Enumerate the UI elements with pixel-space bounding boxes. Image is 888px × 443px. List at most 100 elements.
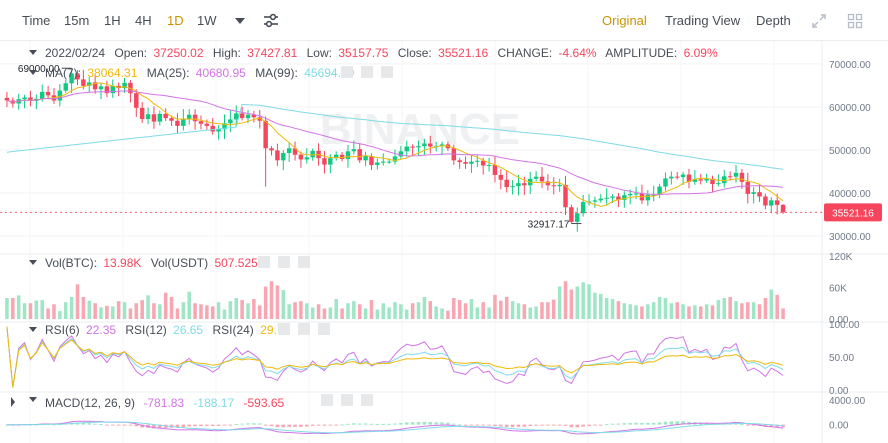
- macd-histogram-bar: [158, 424, 162, 429]
- volume-bar: [363, 308, 368, 319]
- high-value: 37427.81: [247, 46, 297, 60]
- macd-histogram-bar: [557, 424, 562, 426]
- volume-bar: [775, 294, 779, 319]
- hide-rsi-icon[interactable]: [278, 323, 290, 335]
- expand-left-icon[interactable]: [11, 397, 15, 407]
- collapse-rsi-icon[interactable]: [29, 327, 37, 332]
- macd-histogram-bar: [510, 424, 515, 428]
- volume-bar: [781, 308, 785, 319]
- remove-rsi-icon[interactable]: [318, 323, 330, 335]
- ma-settings-icon[interactable]: [361, 66, 373, 78]
- candle-body: [698, 179, 703, 181]
- volume-bar: [457, 300, 462, 319]
- macd-histogram-bar: [105, 424, 109, 426]
- volume-bar: [128, 308, 133, 319]
- volume-btc-value: 13.98K: [103, 256, 141, 270]
- candle-body: [245, 114, 251, 119]
- macd-histogram-bar: [440, 422, 444, 425]
- candle-body: [386, 161, 392, 163]
- volume-bar: [704, 304, 709, 319]
- macd-histogram-bar: [569, 424, 574, 428]
- candle-body: [375, 162, 380, 166]
- ma99-line: [6, 103, 784, 170]
- candle-body: [627, 193, 633, 196]
- interval-1w[interactable]: 1W: [197, 13, 217, 28]
- volume-bar: [81, 296, 86, 319]
- macd-histogram-bar: [381, 423, 386, 425]
- hide-ma-icon[interactable]: [341, 66, 353, 78]
- volume-bar: [422, 296, 427, 319]
- collapse-volume-icon[interactable]: [29, 260, 37, 265]
- volume-bar: [87, 300, 92, 319]
- macd-histogram-bar: [246, 423, 250, 425]
- interval-4h[interactable]: 4H: [135, 13, 152, 28]
- candle-body: [463, 162, 468, 164]
- view-depth[interactable]: Depth: [756, 13, 791, 28]
- volume-bar: [710, 305, 715, 319]
- low-value: 35157.75: [338, 46, 388, 60]
- change-value: -4.64%: [559, 46, 597, 60]
- collapse-macd-icon[interactable]: [29, 397, 37, 402]
- volume-bar: [93, 303, 97, 319]
- interval-time[interactable]: Time: [22, 13, 51, 28]
- candle-body: [604, 197, 609, 199]
- volume-bar: [46, 308, 50, 319]
- volume-settings-icon[interactable]: [278, 256, 290, 268]
- layout-grid-icon[interactable]: [847, 13, 863, 29]
- close-value: 35521.16: [438, 46, 488, 60]
- macd-settings-icon[interactable]: [341, 394, 353, 406]
- candle-body: [92, 82, 98, 90]
- remove-macd-icon[interactable]: [361, 394, 373, 406]
- volume-bar: [499, 300, 503, 319]
- macd-histogram-bar: [457, 424, 462, 426]
- volume-bar: [210, 306, 215, 319]
- fullscreen-icon[interactable]: [811, 13, 827, 29]
- volume-bar: [40, 300, 44, 319]
- volume-bar: [246, 303, 250, 319]
- candle-body: [134, 93, 139, 108]
- view-original[interactable]: Original: [602, 13, 647, 28]
- volume-bar: [510, 301, 515, 319]
- macd-histogram-bar: [775, 424, 779, 428]
- rsi-settings-icon[interactable]: [298, 323, 310, 335]
- macd-histogram-bar: [269, 424, 274, 427]
- macd-histogram-bar: [369, 423, 374, 425]
- ma7-value: 38064.31: [87, 66, 137, 80]
- collapse-ma-icon[interactable]: [29, 70, 37, 75]
- volume-bar: [199, 304, 203, 319]
- interval-1d[interactable]: 1D: [167, 13, 184, 28]
- indicator-settings-icon[interactable]: [262, 12, 280, 30]
- volume-tick-label: 60K: [829, 284, 847, 295]
- remove-ma-icon[interactable]: [381, 66, 393, 78]
- macd-histogram-bar: [187, 424, 191, 427]
- candle-body: [87, 82, 92, 86]
- interval-1h[interactable]: 1H: [104, 13, 121, 28]
- macd-histogram-bar: [299, 424, 303, 427]
- hide-macd-icon[interactable]: [321, 394, 333, 406]
- macd-histogram-bar: [5, 424, 9, 426]
- candle-body: [498, 174, 504, 180]
- interval-15m[interactable]: 15m: [64, 13, 90, 28]
- candle-body: [645, 194, 651, 201]
- hide-volume-icon[interactable]: [258, 256, 270, 268]
- volume-bar: [187, 291, 191, 319]
- macd-histogram-bar: [740, 423, 744, 425]
- candle-body: [774, 200, 780, 205]
- volume-bar: [769, 289, 774, 319]
- macd-tick-label: 4000.00: [829, 396, 866, 407]
- macd-histogram-bar: [287, 424, 291, 427]
- macd-histogram-bar: [546, 424, 550, 426]
- view-trading-view[interactable]: Trading View: [665, 13, 741, 28]
- volume-bar: [22, 303, 27, 319]
- candle-body: [204, 123, 210, 126]
- rsi-tick-label: 0.00: [829, 386, 849, 397]
- macd-dea-line: [6, 421, 784, 434]
- candle-body: [733, 172, 739, 177]
- macd-histogram-bar: [352, 423, 356, 425]
- remove-volume-icon[interactable]: [298, 256, 310, 268]
- candle-body: [763, 196, 768, 206]
- volume-bar: [640, 306, 644, 319]
- more-intervals-dropdown-icon[interactable]: [234, 16, 246, 26]
- candle-body: [45, 91, 51, 96]
- collapse-price-icon[interactable]: [29, 50, 37, 55]
